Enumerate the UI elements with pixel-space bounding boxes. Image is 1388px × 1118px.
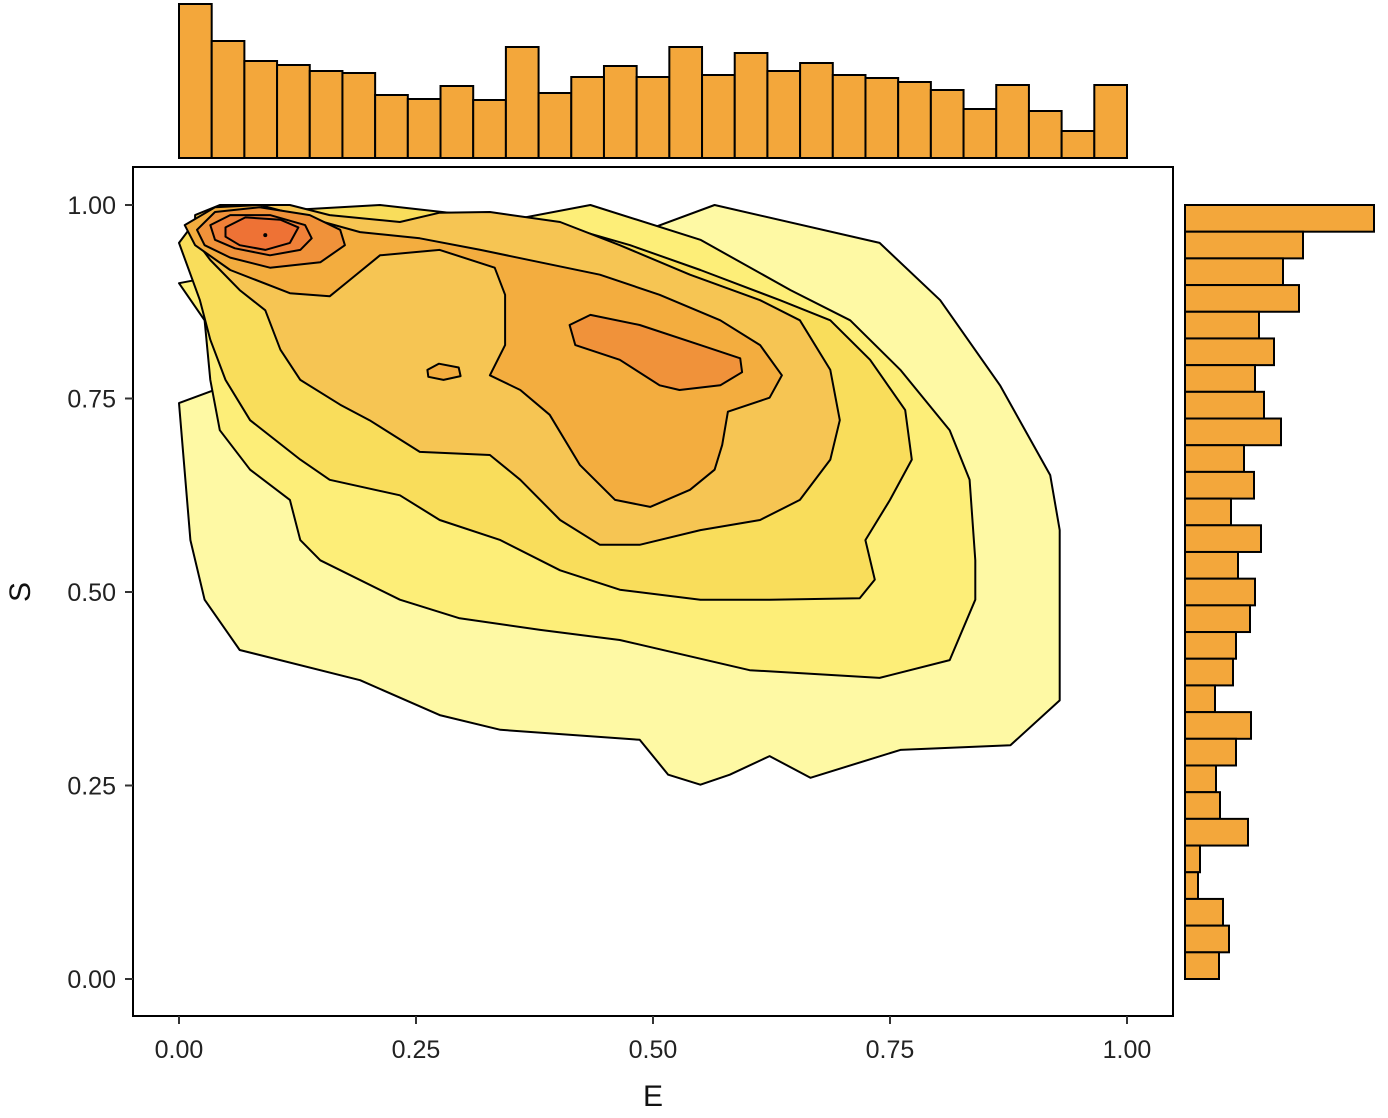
top-hist-bar [602, 65, 638, 159]
right-hist-bar [1184, 230, 1304, 260]
top-hist-bar [178, 3, 213, 159]
top-hist-bar [1027, 110, 1063, 159]
right-hist-bar [1184, 711, 1252, 740]
top-hist-bar [210, 40, 246, 159]
right-hist-bar [1184, 284, 1300, 313]
right-hist-bar [1184, 417, 1282, 447]
x-tick-label: 0.50 [629, 1036, 678, 1064]
y-tick-label: 0.75 [67, 386, 116, 414]
right-hist-bar [1184, 684, 1216, 714]
x-tick-label: 1.00 [1103, 1036, 1152, 1064]
right-hist-bar [1184, 390, 1265, 420]
x-tick-label: 0.25 [392, 1036, 441, 1064]
right-hist-bar [1184, 764, 1217, 794]
right-hist-bar [1184, 924, 1230, 954]
top-hist-bar [962, 108, 998, 159]
right-hist-bar [1184, 604, 1251, 634]
top-hist-bar [831, 74, 867, 159]
top-hist-bar [504, 46, 540, 159]
right-marginal-histogram [1184, 204, 1375, 981]
right-hist-bar [1184, 657, 1234, 687]
right-hist-bar [1184, 871, 1199, 900]
contour-level-5 [426, 362, 462, 381]
right-hist-bar [1184, 444, 1245, 473]
right-hist-bar [1184, 257, 1284, 287]
right-hist-bar [1184, 844, 1201, 874]
right-hist-bar [1184, 204, 1375, 233]
top-hist-bar [766, 70, 802, 159]
y-tick-label: 0.00 [67, 966, 116, 994]
contour-layers [178, 204, 1061, 786]
top-hist-bar [995, 84, 1030, 159]
x-tick-label: 0.00 [155, 1036, 204, 1064]
top-hist-bar [929, 89, 965, 159]
contour-level-6 [568, 313, 744, 391]
right-hist-bar [1184, 577, 1256, 607]
top-hist-bar [472, 99, 507, 159]
right-hist-bar [1184, 524, 1262, 553]
top-hist-bar [733, 52, 769, 159]
right-hist-bar [1184, 310, 1260, 340]
right-hist-bar [1184, 737, 1237, 767]
top-hist-bar [1093, 84, 1128, 159]
axes: 0.00 0.25 0.50 0.75 1.00 0.00 0.25 0.50 0.75 1.00 [67, 192, 1151, 1064]
top-hist-bar [406, 98, 442, 159]
right-hist-bar [1184, 817, 1249, 847]
right-hist-bar [1184, 337, 1275, 367]
right-hist-bar [1184, 550, 1239, 580]
top-hist-bar [537, 92, 573, 159]
top-hist-bar [374, 94, 409, 159]
right-hist-bar [1184, 631, 1237, 660]
right-hist-bar [1184, 951, 1220, 981]
top-hist-bar [439, 85, 475, 159]
right-hist-bar [1184, 497, 1232, 527]
right-hist-bar [1184, 364, 1256, 393]
top-hist-bar [276, 64, 311, 159]
right-hist-bar [1184, 470, 1255, 500]
top-hist-bar [243, 60, 279, 159]
density-peak-point [263, 233, 268, 238]
right-hist-bar [1184, 791, 1221, 820]
top-hist-bar [701, 74, 736, 159]
contour-level-8 [224, 216, 300, 251]
contour-level-5 [183, 204, 783, 508]
top-hist-bar [799, 62, 834, 159]
top-hist-bar [864, 77, 900, 159]
y-tick-label: 1.00 [67, 192, 116, 220]
y-tick-label: 0.25 [67, 773, 116, 801]
top-hist-bar [1060, 130, 1096, 159]
top-hist-bar [341, 72, 377, 159]
y-tick-label: 0.50 [67, 579, 116, 607]
x-tick-label: 0.75 [866, 1036, 915, 1064]
right-hist-bar [1184, 897, 1224, 927]
top-hist-bar [635, 76, 671, 159]
top-hist-bar [308, 70, 344, 159]
top-hist-bar [570, 76, 605, 159]
top-hist-bar [668, 46, 704, 159]
y-axis-label: S [4, 582, 37, 602]
x-axis-label: E [643, 1080, 663, 1113]
top-marginal-histogram [178, 3, 1128, 159]
top-hist-bar [897, 81, 932, 159]
